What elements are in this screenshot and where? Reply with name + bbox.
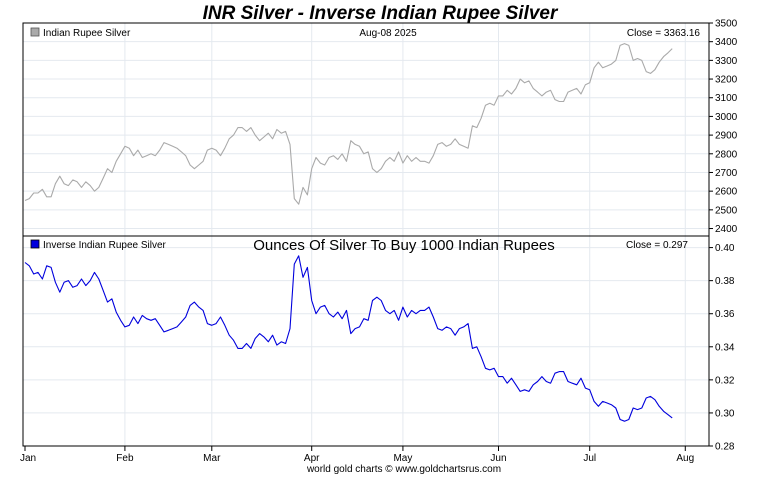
bottom-legend-label: Inverse Indian Rupee Silver [43, 240, 167, 251]
bottom-y-tick-label: 0.32 [715, 375, 735, 386]
top-close-label: Close = 3363.16 [627, 28, 701, 39]
x-tick-label: Jun [490, 453, 506, 464]
bottom-legend-swatch [30, 239, 40, 249]
top-legend-swatch [30, 27, 40, 37]
x-tick-label: Apr [304, 453, 320, 464]
bottom-series-line [24, 255, 673, 422]
top-y-tick-label: 2600 [715, 187, 738, 198]
bottom-panel-frame [22, 235, 710, 447]
chart-title: INR Silver - Inverse Indian Rupee Silver [203, 3, 559, 24]
date-label: Aug-08 2025 [359, 28, 417, 39]
bottom-y-tick-label: 0.30 [715, 408, 735, 419]
top-y-tick-label: 3400 [715, 37, 738, 48]
bottom-y-tick-label: 0.40 [715, 243, 735, 254]
series-layer [24, 43, 673, 422]
bottom-y-tick-label: 0.38 [715, 276, 735, 287]
top-panel-frame [22, 22, 710, 237]
bottom-y-tick-label: 0.36 [715, 309, 735, 320]
bottom-close-label: Close = 0.297 [626, 240, 688, 251]
footer-credit: world gold charts © www.goldchartsrus.co… [306, 464, 501, 475]
bottom-y-tick-label: 0.28 [715, 442, 735, 453]
top-y-tick-label: 2500 [715, 205, 738, 216]
top-y-tick-label: 3300 [715, 56, 738, 67]
top-y-tick-label: 2800 [715, 149, 738, 160]
top-y-tick-label: 3200 [715, 75, 738, 86]
x-tick-label: Aug [676, 453, 694, 464]
grid-layer [23, 23, 709, 446]
top-y-tick-label: 2700 [715, 168, 738, 179]
x-tick-label: Jan [20, 453, 36, 464]
top-y-tick-label: 3100 [715, 93, 738, 104]
top-y-tick-label: 2400 [715, 224, 738, 235]
top-y-tick-label: 3500 [715, 19, 738, 30]
x-tick-label: Jul [583, 453, 596, 464]
x-tick-label: Feb [116, 453, 134, 464]
top-y-tick-label: 2900 [715, 131, 738, 142]
top-y-tick-label: 3000 [715, 112, 738, 123]
x-tick-label: May [393, 453, 412, 464]
x-tick-label: Mar [203, 453, 221, 464]
bottom-panel-title: Ounces Of Silver To Buy 1000 Indian Rupe… [253, 237, 555, 254]
top-series-line [24, 43, 673, 205]
bottom-y-tick-label: 0.34 [715, 342, 735, 353]
axis-layer: 2400 2500 2600 2700 2800 2900 3000 3100 3200 3300… [20, 19, 738, 465]
top-legend-label: Indian Rupee Silver [43, 28, 131, 39]
